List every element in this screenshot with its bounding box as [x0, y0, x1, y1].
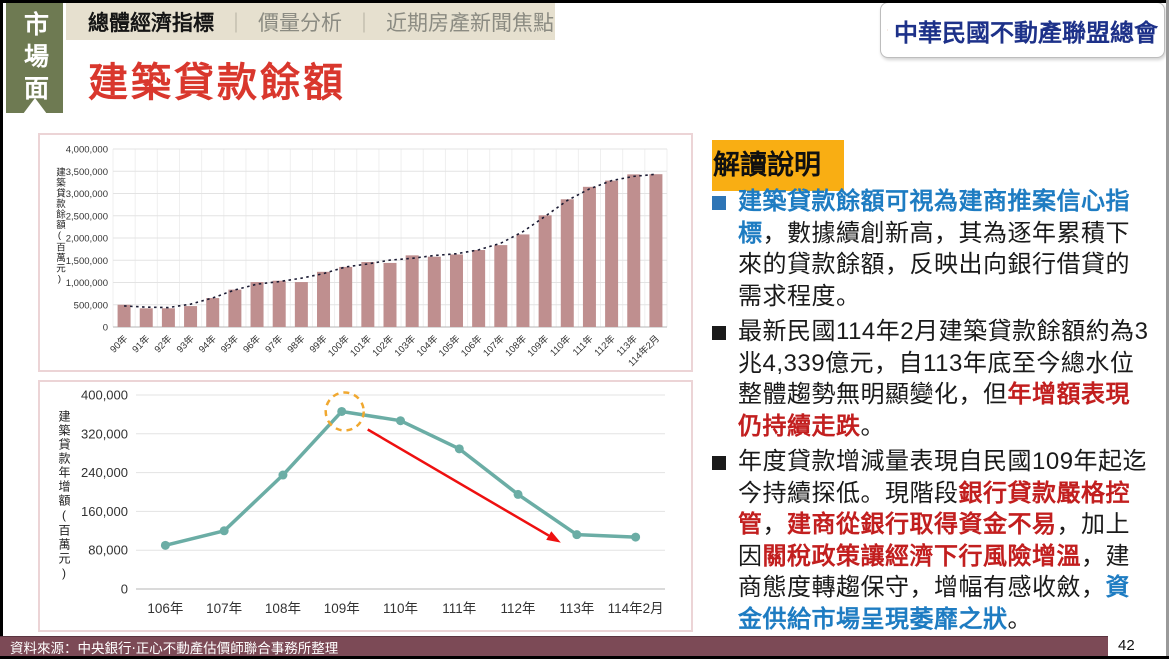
- annual-increase-line-chart: 建築貸款年增額(百萬元) 0 80,000 160,000 240,000 320,00…: [38, 380, 693, 632]
- svg-text:100年: 100年: [325, 332, 352, 359]
- sidebar-tab-label: 市場面: [20, 11, 49, 107]
- svg-text:104年: 104年: [414, 332, 441, 359]
- svg-text:109年: 109年: [525, 332, 552, 359]
- slide-border-bottom: [0, 656, 1169, 659]
- interpretation-bullet-1: 建築貸款餘額可視為建商推案信心指標，數據續創新高，其為逐年累積下來的貸款餘額，反…: [712, 186, 1164, 312]
- bar-chart-canvas: 0 500,000 1,000,000 1,500,000 2,000,000 2,500…: [66, 145, 668, 369]
- svg-text:0: 0: [121, 582, 128, 597]
- svg-text:106年: 106年: [458, 332, 485, 359]
- tab-separator: ｜: [226, 13, 246, 35]
- sidebar-tab-arrow-up-icon: [22, 98, 47, 114]
- interpretation-bullet-2: 最新民國114年2月建築貸款餘額約為3兆4,339億元，自113年底至今總水位整…: [712, 316, 1164, 442]
- svg-text:94年: 94年: [196, 332, 219, 355]
- svg-text:105年: 105年: [436, 332, 463, 359]
- svg-text:320,000: 320,000: [81, 426, 128, 441]
- svg-text:400,000: 400,000: [81, 388, 128, 403]
- page-title: 建築貸款餘額: [88, 61, 346, 105]
- svg-text:106年: 106年: [147, 601, 183, 616]
- slide-border-left: [0, 0, 3, 659]
- bar-chart-y-axis-title: 建築貸款餘額(百萬元): [54, 167, 65, 286]
- svg-text:3,000,000: 3,000,000: [66, 189, 108, 200]
- svg-text:112年: 112年: [592, 332, 618, 358]
- svg-text:110年: 110年: [383, 601, 418, 616]
- line-chart-canvas: 0 80,000 160,000 240,000 320,000 400,000 106年 1…: [81, 388, 665, 616]
- page-number: 42: [1118, 637, 1135, 654]
- slide-border-right: [1166, 0, 1169, 659]
- svg-text:103年: 103年: [392, 332, 419, 359]
- slide-border-top: [0, 0, 1169, 3]
- loan-balance-bar-chart: 建築貸款餘額(百萬元) 0 500,000 1,000,000 1,500,000 2,…: [38, 133, 693, 372]
- header-tab-1[interactable]: 總體經濟指標: [88, 11, 214, 35]
- svg-text:98年: 98年: [285, 332, 308, 355]
- svg-text:114年2月: 114年2月: [608, 601, 664, 616]
- svg-text:109年: 109年: [324, 601, 360, 616]
- svg-text:93年: 93年: [174, 332, 197, 355]
- bullet-square-icon: [712, 326, 726, 340]
- bullet-text: 年度貸款增減量表現自民國109年起迄今持續探低。現階段銀行貸款嚴格控管，建商從銀…: [738, 448, 1148, 633]
- svg-text:95年: 95年: [218, 332, 241, 355]
- svg-text:1,000,000: 1,000,000: [66, 278, 108, 289]
- header-tab-3[interactable]: 近期房產新聞焦點: [386, 11, 554, 35]
- line-chart-y-axis-title: 建築貸款年增額(百萬元): [57, 410, 71, 582]
- svg-text:112年: 112年: [501, 601, 536, 616]
- interpretation-heading-badge: 解讀說明: [712, 140, 844, 191]
- data-source-text: 資料來源：中央銀行‧正心不動產估價師聯合事務所整理: [10, 640, 339, 656]
- svg-text:500,000: 500,000: [74, 300, 108, 311]
- organization-name: 中華民國不動產聯盟總會: [894, 17, 1158, 47]
- bullet-square-icon: [712, 456, 726, 470]
- bullet-text: 最新民國114年2月建築貸款餘額約為3兆4,339億元，自113年底至今總水位整…: [738, 318, 1149, 440]
- svg-text:113年: 113年: [559, 601, 594, 616]
- svg-text:4,000,000: 4,000,000: [66, 145, 108, 156]
- svg-text:2,500,000: 2,500,000: [66, 211, 108, 222]
- svg-text:107年: 107年: [481, 332, 508, 359]
- svg-text:101年: 101年: [348, 332, 375, 359]
- svg-text:0: 0: [103, 323, 108, 334]
- tab-separator: ｜: [354, 13, 374, 35]
- header-tab-bar: 總體經濟指標 ｜ 價量分析 ｜ 近期房產新聞焦點: [66, 3, 555, 40]
- svg-text:111年: 111年: [442, 601, 476, 616]
- interpretation-bullet-list: 建築貸款餘額可視為建商推案信心指標，數據續創新高，其為逐年累積下來的貸款餘額，反…: [712, 186, 1164, 639]
- svg-text:240,000: 240,000: [81, 465, 128, 480]
- header-tab-2[interactable]: 價量分析: [258, 11, 342, 35]
- svg-text:160,000: 160,000: [81, 504, 128, 519]
- interpretation-heading: 解讀說明: [713, 150, 821, 180]
- svg-text:1,500,000: 1,500,000: [66, 256, 108, 267]
- bullet-text: 建築貸款餘額可視為建商推案信心指標，數據續創新高，其為逐年累積下來的貸款餘額，反…: [738, 188, 1130, 310]
- sidebar-tab-market[interactable]: 市場面: [6, 3, 63, 114]
- svg-text:92年: 92年: [152, 332, 175, 355]
- organization-logo: 中華民國不動產聯盟總會: [880, 2, 1165, 58]
- svg-text:80,000: 80,000: [88, 543, 128, 558]
- svg-text:107年: 107年: [206, 601, 242, 616]
- svg-text:3,500,000: 3,500,000: [66, 167, 108, 178]
- federation-emblem-icon: [887, 29, 888, 31]
- svg-text:102年: 102年: [370, 332, 397, 359]
- svg-text:111年: 111年: [570, 332, 596, 358]
- svg-text:96年: 96年: [240, 332, 263, 355]
- svg-text:108年: 108年: [503, 332, 530, 359]
- bullet-square-icon: [712, 196, 726, 210]
- svg-text:2,000,000: 2,000,000: [66, 234, 108, 245]
- svg-text:97年: 97年: [263, 332, 286, 355]
- svg-text:108年: 108年: [265, 601, 301, 616]
- source-footer-bar: 資料來源：中央銀行‧正心不動產估價師聯合事務所整理: [0, 636, 1108, 656]
- svg-text:91年: 91年: [130, 332, 153, 355]
- interpretation-bullet-3: 年度貸款增減量表現自民國109年起迄今持續探低。現階段銀行貸款嚴格控管，建商從銀…: [712, 446, 1164, 635]
- svg-text:110年: 110年: [547, 332, 573, 358]
- svg-text:90年: 90年: [108, 332, 131, 355]
